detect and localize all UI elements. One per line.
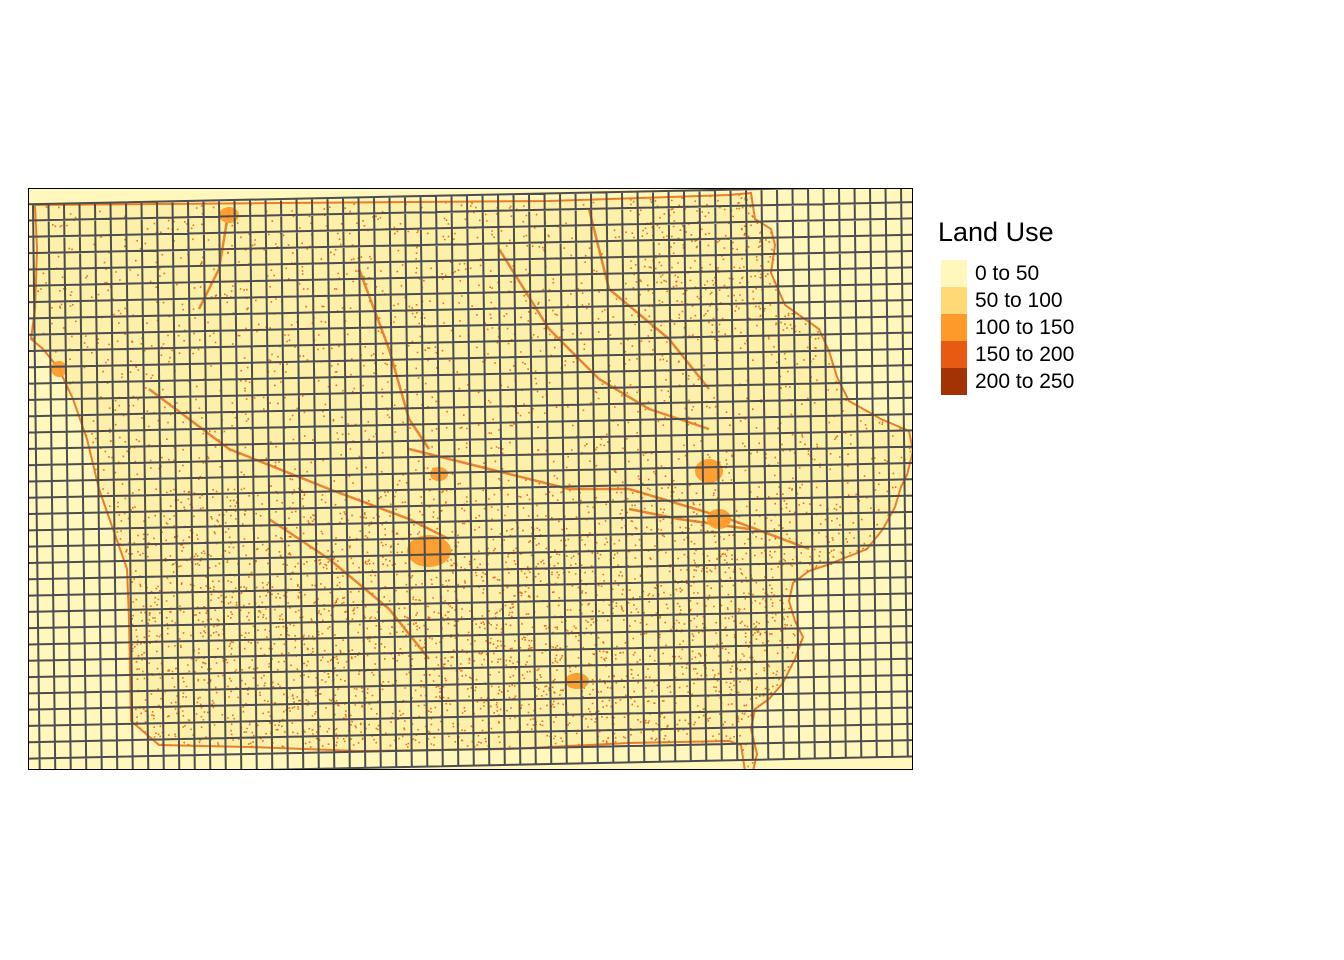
legend-item: 0 to 50 xyxy=(938,260,1074,287)
land-use-map xyxy=(28,188,913,770)
legend-label: 200 to 250 xyxy=(975,370,1075,393)
legend-item: 100 to 150 xyxy=(938,314,1074,341)
legend-item: 50 to 100 xyxy=(938,287,1074,314)
legend: Land Use 0 to 50 50 to 100 100 to 150 15… xyxy=(938,216,1074,395)
legend-swatch xyxy=(941,287,967,314)
grid-overlay xyxy=(29,189,912,769)
legend-label: 0 to 50 xyxy=(975,262,1040,285)
legend-item: 200 to 250 xyxy=(938,368,1074,395)
legend-label: 150 to 200 xyxy=(975,343,1075,366)
legend-label: 100 to 150 xyxy=(975,316,1075,339)
legend-swatch xyxy=(941,368,967,395)
legend-swatch xyxy=(941,341,967,368)
legend-items: 0 to 50 50 to 100 100 to 150 150 to 200 … xyxy=(938,260,1074,395)
legend-swatch xyxy=(941,314,967,341)
map-canvas xyxy=(29,189,912,769)
legend-label: 50 to 100 xyxy=(975,289,1063,312)
legend-item: 150 to 200 xyxy=(938,341,1074,368)
legend-title: Land Use xyxy=(938,217,1054,247)
legend-swatch xyxy=(941,260,967,287)
